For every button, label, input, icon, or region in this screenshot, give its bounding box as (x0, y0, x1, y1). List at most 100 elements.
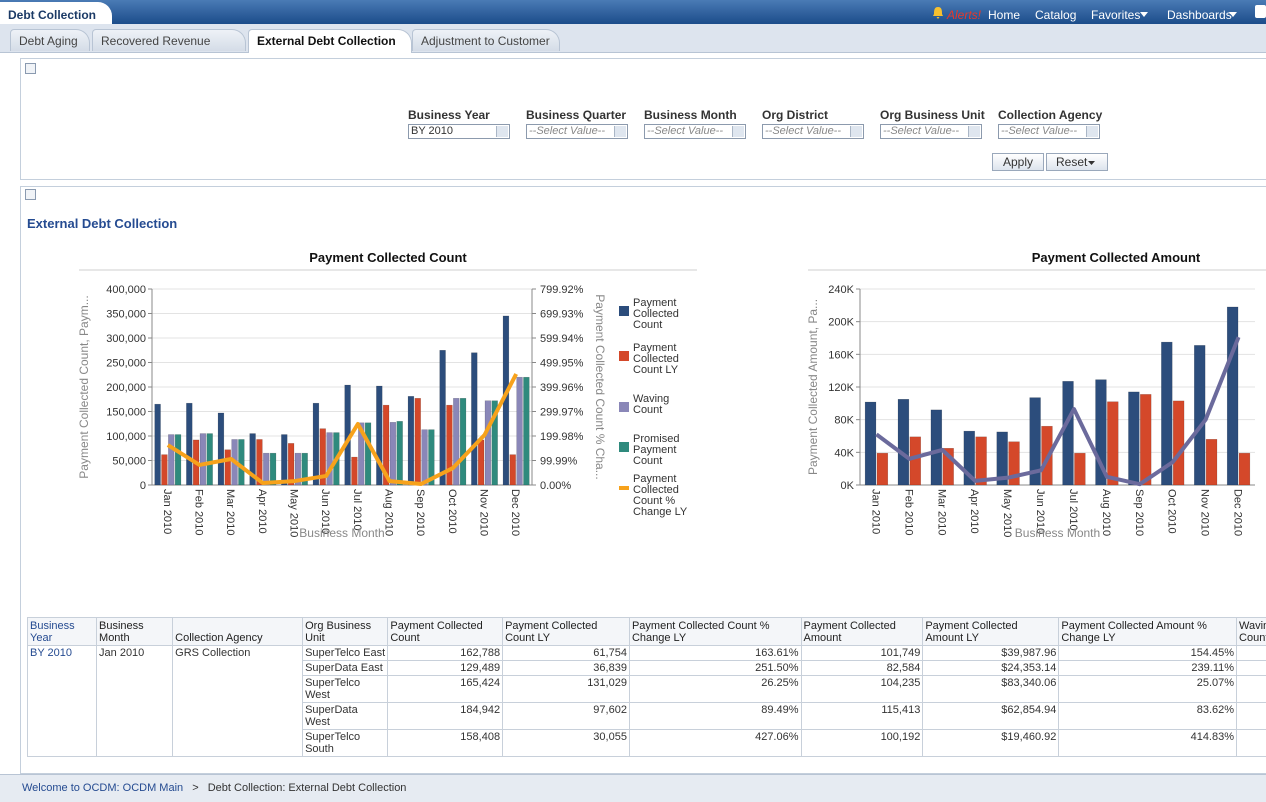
bar (415, 398, 421, 485)
bar (453, 398, 459, 485)
x-tick-label: Mar 2010 (935, 489, 947, 535)
y-tick-label: 250,000 (106, 358, 146, 370)
value-cell: 30,055 (503, 730, 630, 757)
x-tick-label: Jul 2010 (1067, 489, 1079, 531)
agency-cell: GRS Collection (173, 646, 303, 757)
column-header: Waving Count (1237, 618, 1266, 646)
x-axis-title: Business Month (1015, 526, 1100, 540)
x-tick-label: Dec 2010 (1232, 489, 1244, 536)
x-tick-label: Feb 2010 (193, 489, 205, 535)
y-tick-label: 120K (828, 382, 854, 394)
breadcrumb-bar: Welcome to OCDM: OCDM Main > Debt Collec… (0, 774, 1266, 802)
legend-label: Payment Collected Count % Change LY (633, 474, 695, 518)
bar (471, 353, 477, 485)
x-tick-label: Nov 2010 (478, 489, 490, 536)
value-cell: 100, (1237, 730, 1266, 757)
value-cell: 154.45% (1059, 646, 1237, 661)
value-cell: 162,788 (388, 646, 503, 661)
column-header: Org Business Unit (303, 618, 388, 646)
column-header: Business Month (97, 618, 173, 646)
value-cell: 115,413 (801, 703, 923, 730)
x-tick-label: Sep 2010 (414, 489, 426, 536)
year-cell[interactable]: BY 2010 (28, 646, 97, 757)
y-tick-label: 200,000 (106, 382, 146, 394)
x-tick-label: Apr 2010 (256, 489, 268, 534)
bar (865, 402, 876, 485)
value-cell: 104, (1237, 676, 1266, 703)
bar (390, 422, 396, 485)
legend-label: Payment Collected Count LY (633, 343, 695, 376)
month-cell: Jan 2010 (97, 646, 173, 757)
x-tick-label: Nov 2010 (1199, 489, 1211, 536)
bar (517, 377, 523, 485)
legend-swatch (619, 442, 629, 452)
x-tick-label: Jan 2010 (161, 489, 173, 534)
bar (1239, 453, 1250, 485)
bar (1206, 439, 1217, 485)
y-tick-label: 200K (828, 317, 854, 329)
bar (898, 399, 909, 485)
chart-title: Payment Collected Count (309, 250, 467, 265)
x-tick-label: May 2010 (1001, 489, 1013, 537)
x-tick-label: Oct 2010 (446, 489, 458, 534)
y-axis-title: Payment Collected Count, Paym... (77, 295, 91, 478)
y-tick-label: 400,000 (106, 284, 146, 296)
unit-cell: SuperTelco East (303, 646, 388, 661)
bar (440, 350, 446, 485)
value-cell: 25.07% (1059, 676, 1237, 703)
bar (1063, 381, 1074, 485)
bar (1173, 401, 1184, 485)
legend-swatch (619, 402, 629, 412)
y2-tick-label: 199.98% (540, 431, 584, 443)
y2-tick-label: 599.94% (540, 333, 584, 345)
x-tick-label: Oct 2010 (1166, 489, 1178, 534)
bar (270, 453, 276, 485)
value-cell: 104,235 (801, 676, 923, 703)
y2-tick-label: 299.97% (540, 407, 584, 419)
column-header: Payment Collected Count (388, 618, 503, 646)
bar (478, 440, 484, 485)
y2-tick-label: 99.99% (540, 456, 578, 468)
value-cell: $19,460.92 (923, 730, 1059, 757)
bar (877, 453, 888, 485)
value-cell: 165,424 (388, 676, 503, 703)
y2-tick-label: 399.96% (540, 382, 584, 394)
bar (313, 403, 319, 485)
x-tick-label: Mar 2010 (224, 489, 236, 535)
column-header[interactable]: Business Year (28, 618, 97, 646)
value-cell: 36,839 (503, 661, 630, 676)
chart-title: Payment Collected Amount (1032, 250, 1201, 265)
bar (1227, 307, 1238, 485)
bar (510, 455, 516, 485)
bar (1194, 345, 1205, 485)
x-tick-label: Jan 2010 (869, 489, 881, 534)
value-cell: 414.83% (1059, 730, 1237, 757)
bar (225, 450, 231, 485)
y-tick-label: 350,000 (106, 309, 146, 321)
bar (976, 437, 987, 485)
y-tick-label: 80K (834, 415, 854, 427)
value-cell: 100,192 (801, 730, 923, 757)
bar (238, 439, 244, 485)
legend-label: Waving Count (633, 394, 695, 416)
bar (1128, 392, 1139, 485)
x-tick-label: Dec 2010 (509, 489, 521, 536)
y-tick-label: 150,000 (106, 407, 146, 419)
bar (408, 396, 414, 485)
value-cell: $83,340.06 (923, 676, 1059, 703)
breadcrumb-current: Debt Collection: External Debt Collectio… (208, 782, 407, 794)
bar (422, 430, 428, 485)
breadcrumb-link[interactable]: Welcome to OCDM: OCDM Main (22, 782, 183, 794)
bar (168, 435, 174, 485)
column-header: Payment Collected Count LY (503, 618, 630, 646)
bar (1140, 394, 1151, 485)
value-cell: 97,602 (503, 703, 630, 730)
value-cell: 115, (1237, 703, 1266, 730)
y-tick-label: 240K (828, 284, 854, 296)
y-axis-title: Payment Collected Amount, Pa... (806, 299, 820, 475)
y-tick-label: 0 (140, 480, 146, 492)
